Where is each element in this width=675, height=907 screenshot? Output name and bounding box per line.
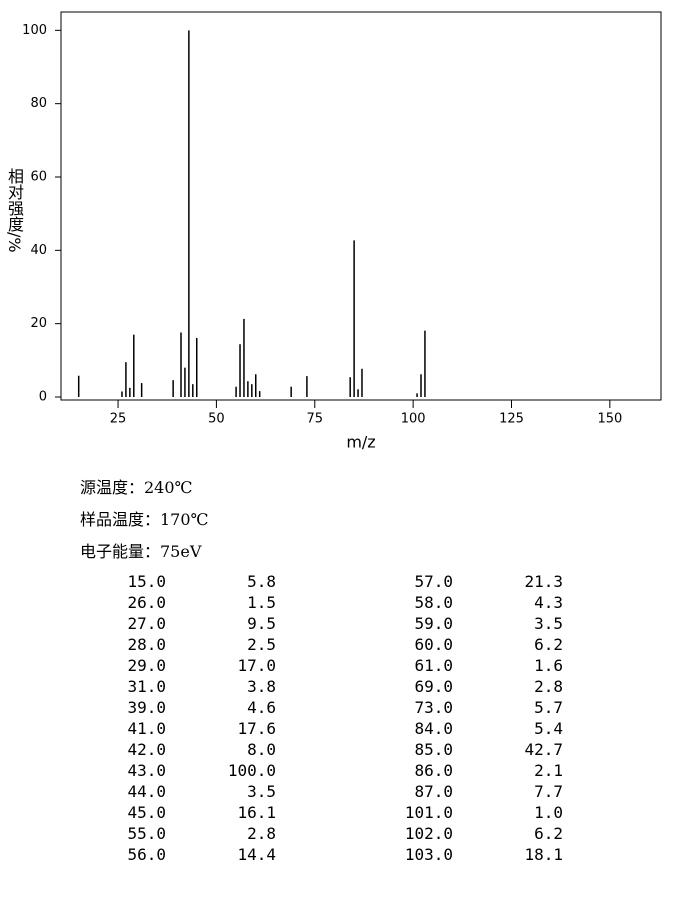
table-cell: 84.0 — [414, 719, 453, 738]
table-cell: 61.0 — [414, 656, 453, 675]
table-cell: 3.5 — [247, 782, 276, 801]
y-tick-label: 0 — [39, 390, 47, 405]
table-cell: 39.0 — [127, 698, 166, 717]
table-cell: 5.8 — [247, 572, 276, 591]
table-cell: 42.0 — [127, 740, 166, 759]
x-tick-label: 50 — [208, 412, 225, 427]
table-cell: 4.3 — [534, 593, 563, 612]
table-cell: 1.6 — [534, 656, 563, 675]
table-cell: 14.4 — [237, 845, 276, 864]
table-cell: 8.0 — [247, 740, 276, 759]
table-cell: 58.0 — [414, 593, 453, 612]
table-cell: 100.0 — [227, 761, 276, 780]
table-cell: 9.5 — [247, 614, 276, 633]
table-cell: 42.7 — [524, 740, 563, 759]
x-tick-label: 150 — [597, 412, 622, 427]
y-tick-label: 40 — [30, 243, 47, 258]
plot-frame — [60, 11, 662, 401]
table-cell: 103.0 — [404, 845, 453, 864]
table-cell: 6.2 — [534, 824, 563, 843]
table-cell: 44.0 — [127, 782, 166, 801]
table-cell: 3.5 — [534, 614, 563, 633]
table-cell: 31.0 — [127, 677, 166, 696]
y-axis-label: 相对强度/% — [5, 168, 24, 253]
table-cell: 69.0 — [414, 677, 453, 696]
table-cell: 41.0 — [127, 719, 166, 738]
table-cell: 2.5 — [247, 635, 276, 654]
chart: m/z 0 20 40 60 80 100 25 50 75 100 125 150 — [22, 11, 662, 452]
table-cell: 17.0 — [237, 656, 276, 675]
table-cell: 73.0 — [414, 698, 453, 717]
table-cell: 7.7 — [534, 782, 563, 801]
table-cell: 21.3 — [524, 572, 563, 591]
table-cell: 2.8 — [247, 824, 276, 843]
y-tick-label: 60 — [30, 170, 47, 185]
table-cell: 86.0 — [414, 761, 453, 780]
table-cell: 1.0 — [534, 803, 563, 822]
x-tick-label: 75 — [306, 412, 323, 427]
table-cell: 15.0 — [127, 572, 166, 591]
table-cell: 56.0 — [127, 845, 166, 864]
table-cell: 55.0 — [127, 824, 166, 843]
y-tick-label: 100 — [22, 23, 47, 38]
x-tick-label: 125 — [499, 412, 524, 427]
table-cell: 85.0 — [414, 740, 453, 759]
table-cell: 6.2 — [534, 635, 563, 654]
table-cell: 43.0 — [127, 761, 166, 780]
table-cell: 5.4 — [534, 719, 563, 738]
table-cell: 5.7 — [534, 698, 563, 717]
table-cell: 57.0 — [414, 572, 453, 591]
table-cell: 3.8 — [247, 677, 276, 696]
table-cell: 18.1 — [524, 845, 563, 864]
x-tick-label: 25 — [110, 412, 127, 427]
table-cell: 87.0 — [414, 782, 453, 801]
table-cell: 60.0 — [414, 635, 453, 654]
table-cell: 16.1 — [237, 803, 276, 822]
x-axis-label: m/z — [346, 433, 375, 452]
table-cell: 17.6 — [237, 719, 276, 738]
table-cell: 29.0 — [127, 656, 166, 675]
table-cell: 2.1 — [534, 761, 563, 780]
table-cell: 27.0 — [127, 614, 166, 633]
table-cell: 2.8 — [534, 677, 563, 696]
table-cell: 59.0 — [414, 614, 453, 633]
table-cell: 1.5 — [247, 593, 276, 612]
table-cell: 45.0 — [127, 803, 166, 822]
x-tick-label: 100 — [401, 412, 426, 427]
table-cell: 26.0 — [127, 593, 166, 612]
table-cell: 4.6 — [247, 698, 276, 717]
table-cell: 102.0 — [404, 824, 453, 843]
info-line: 样品温度：170℃ — [80, 510, 209, 529]
info-line: 源温度：240℃ — [80, 478, 193, 497]
y-tick-label: 20 — [30, 316, 47, 331]
table-cell: 28.0 — [127, 635, 166, 654]
info-line: 电子能量：75eV — [80, 542, 202, 561]
table-cell: 101.0 — [404, 803, 453, 822]
y-tick-label: 80 — [30, 96, 47, 111]
